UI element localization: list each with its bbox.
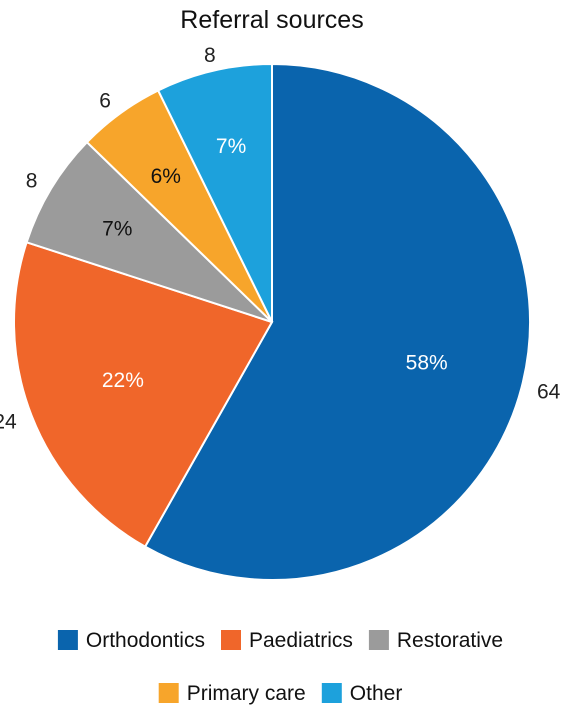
legend-label-orthodontics: Orthodontics [86,629,205,652]
legend: Orthodontics Paediatrics Restorative Primar… [57,629,503,705]
legend-label-primary-care: Primary care [187,682,306,705]
pie-slices [13,62,531,581]
legend-swatch-paediatrics [221,630,241,650]
count-label-other: 8 [204,44,216,67]
count-label-primary-care: 6 [99,89,111,112]
legend-swatch-primary-care [158,683,179,703]
slice-labels: 58% 64 22% 24 7% 8 6% 6 7% 8 [0,44,561,433]
percent-label-orthodontics: 58% [406,352,448,375]
legend-label-restorative: Restorative [397,629,503,652]
count-label-paediatrics: 24 [0,410,17,433]
percent-label-primary-care: 6% [151,165,181,188]
slice-other [156,62,273,323]
legend-swatch-orthodontics [57,630,78,650]
percent-label-restorative: 7% [102,218,132,241]
count-label-orthodontics: 64 [537,381,561,404]
slice-restorative [25,140,273,323]
slice-orthodontics [143,62,531,581]
legend-swatch-restorative [368,630,389,650]
chart-title: Referral sources [180,6,363,34]
legend-label-other: Other [350,682,403,705]
legend-swatch-other [321,683,342,703]
percent-label-other: 7% [216,135,246,158]
count-label-restorative: 8 [26,170,38,193]
legend-label-paediatrics: Paediatrics [249,629,353,652]
percent-label-paediatrics: 22% [102,369,144,392]
slice-paediatrics [13,241,274,549]
